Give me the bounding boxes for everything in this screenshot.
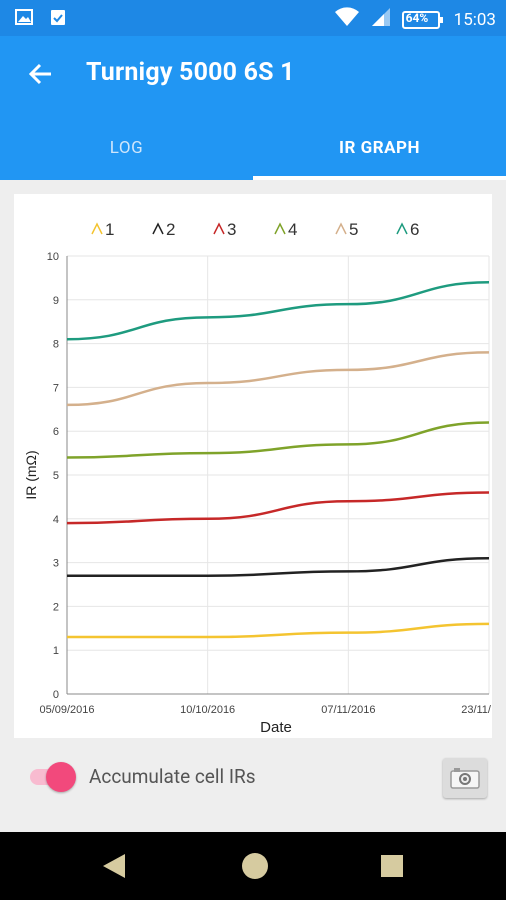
y-tick-label: 1 (53, 645, 59, 657)
y-tick-label: 8 (53, 339, 59, 351)
series-line-1 (66, 622, 490, 639)
y-tick-label: 4 (53, 514, 59, 526)
battery-percent: 64% (405, 10, 429, 25)
back-triangle-icon (103, 854, 125, 878)
legend-marker-2 (152, 222, 164, 235)
accumulate-toggle[interactable] (30, 762, 76, 792)
series-line-2 (67, 556, 490, 577)
chart-card: 0 1 2 3 4 5 6 7 8 9 10 05/09/2016 10/10/2016 07/11/20… (14, 194, 492, 738)
home-circle-icon (242, 853, 268, 879)
arrow-back-icon (28, 63, 51, 85)
page-title: Turnigy 5000 6S 1 (86, 58, 295, 87)
back-button[interactable] (22, 56, 58, 92)
series-line-6 (66, 281, 490, 341)
x-tick-label: 05/09/2016 (39, 704, 94, 716)
nav-recents-button[interactable] (376, 850, 408, 882)
legend-label-2: 2 (166, 220, 175, 239)
x-tick-label: 07/11/2016 (321, 704, 375, 716)
legend-label-5: 5 (349, 220, 358, 239)
nav-back-button[interactable] (98, 850, 130, 882)
legend-marker-6 (396, 222, 408, 235)
nav-bar (0, 832, 506, 900)
app-bar: Turnigy 5000 6S 1 (0, 36, 506, 116)
tab-ir-graph[interactable]: IR GRAPH (339, 138, 420, 158)
toggle-thumb (46, 762, 76, 792)
y-tick-label: 6 (53, 426, 59, 438)
signal-icon (370, 6, 392, 33)
ir-chart[interactable]: 0 1 2 3 4 5 6 7 8 9 10 05/09/2016 10/10/2016 07/11/20… (14, 194, 492, 738)
recents-square-icon (381, 855, 403, 877)
series-line-5 (66, 351, 490, 407)
clipboard-check-icon (48, 7, 68, 31)
y-axis-label: IR (mΩ) (23, 450, 39, 499)
y-tick-label: 5 (53, 470, 59, 482)
y-tick-label: 0 (53, 689, 59, 701)
series-line-3 (66, 491, 490, 525)
x-axis-label: Date (260, 719, 292, 736)
wifi-icon (334, 6, 360, 33)
x-tick-label: 23/11/ (461, 704, 492, 716)
status-bar: 64% 15:03 (0, 0, 506, 36)
legend-marker-1 (91, 222, 103, 235)
y-tick-label: 10 (47, 251, 59, 263)
series-line-4 (66, 421, 490, 459)
camera-icon (450, 768, 480, 789)
legend-marker-4 (274, 222, 286, 235)
tab-indicator (253, 176, 506, 180)
legend-marker-5 (335, 222, 347, 235)
legend-label-1: 1 (105, 220, 114, 239)
y-tick-label: 9 (53, 295, 59, 307)
clock: 15:03 (453, 9, 496, 30)
legend-label-3: 3 (227, 220, 236, 239)
legend-label-4: 4 (288, 220, 297, 239)
y-tick-label: 2 (53, 601, 59, 613)
legend-marker-3 (213, 222, 225, 235)
screenshot-button[interactable] (443, 758, 487, 798)
accumulate-label: Accumulate cell IRs (89, 765, 256, 788)
battery-icon: 64% (401, 9, 444, 31)
y-tick-label: 3 (53, 558, 59, 570)
tab-bar: LOG IR GRAPH (0, 116, 506, 180)
nav-home-button[interactable] (239, 850, 271, 882)
legend-label-6: 6 (410, 220, 419, 239)
x-tick-label: 10/10/2016 (180, 704, 235, 716)
y-tick-label: 7 (53, 382, 59, 394)
tab-log[interactable]: LOG (109, 138, 144, 158)
gallery-icon (14, 7, 34, 31)
